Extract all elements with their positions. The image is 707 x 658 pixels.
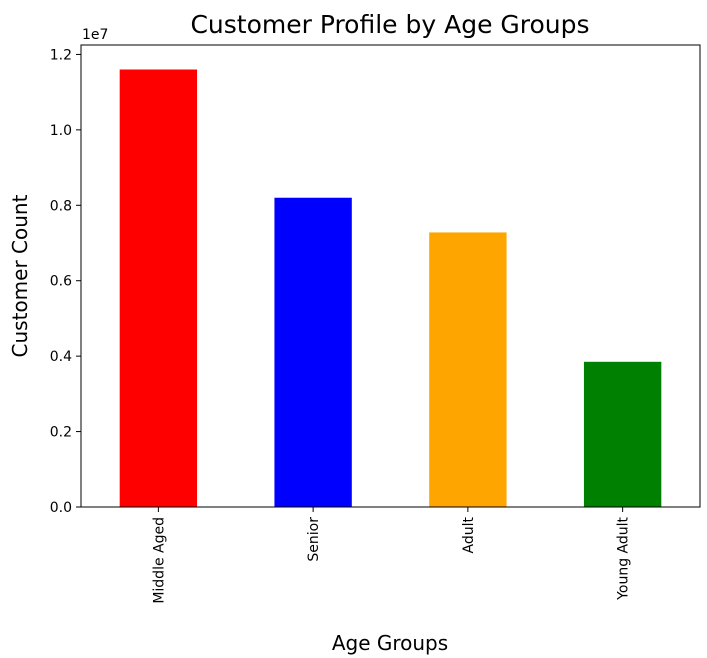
x-tick-label: Middle Aged: [151, 517, 167, 604]
x-axis-ticks: Middle Aged Senior Adult Young Adult: [151, 507, 632, 604]
y-tick-label: 0.4: [50, 349, 72, 365]
y-tick-label: 0.6: [50, 274, 72, 290]
x-tick-label: Young Adult: [616, 516, 632, 600]
chart-title: Customer Profile by Age Groups: [190, 10, 589, 39]
bar-young-adult: [583, 361, 662, 507]
y-tick-label: 0.8: [50, 198, 72, 214]
y-axis-ticks: 0.0 0.2 0.4 0.6 0.8 1.0 1.2: [50, 47, 81, 516]
x-tick-label: Adult: [461, 517, 477, 554]
y-tick-label: 0.0: [50, 500, 72, 516]
y-axis-label: Customer Count: [8, 194, 32, 357]
y-tick-label: 1.2: [50, 47, 72, 63]
plot-area-frame: [80, 44, 701, 508]
x-axis-label: Age Groups: [332, 631, 448, 655]
y-tick-label: 1.0: [50, 123, 72, 139]
x-tick-label: Senior: [306, 517, 322, 562]
bar-middle-aged: [119, 69, 198, 507]
bar-adult: [429, 232, 507, 507]
y-axis-offset-label: 1e7: [82, 27, 108, 43]
y-tick-label: 0.2: [50, 425, 72, 441]
bar-senior: [274, 197, 352, 507]
bars-group: [119, 69, 662, 507]
